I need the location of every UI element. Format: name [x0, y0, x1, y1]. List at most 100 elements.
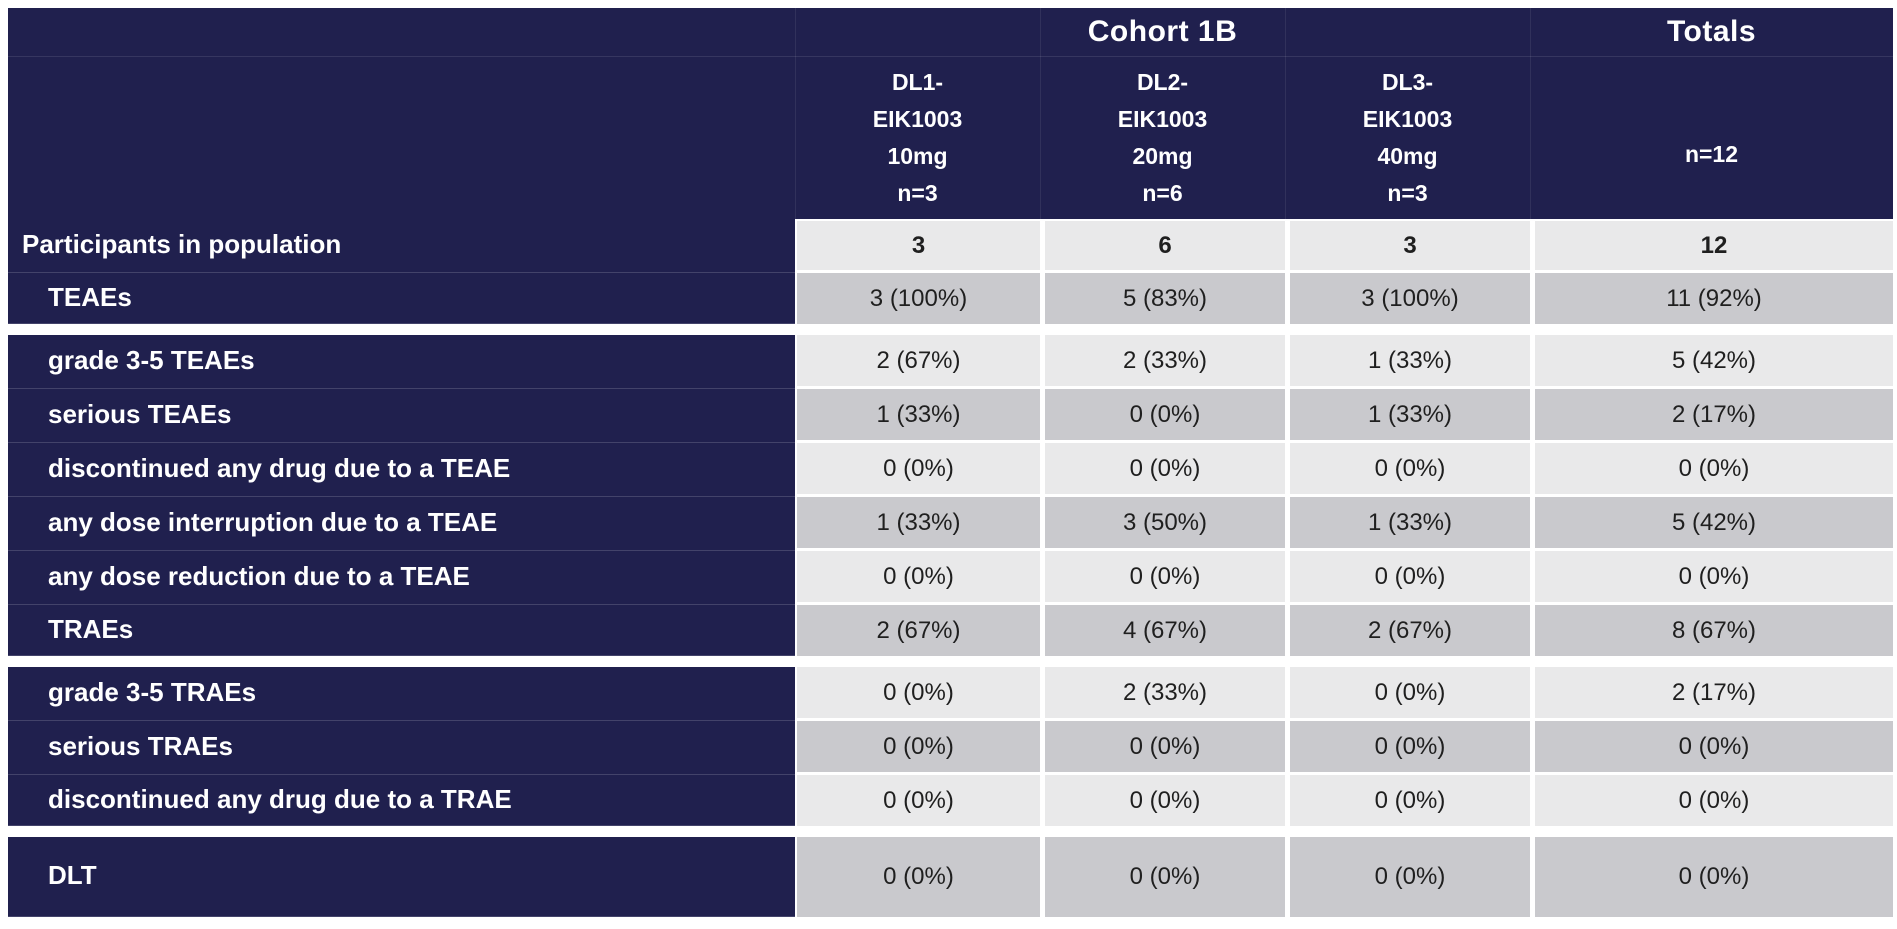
data-cell: 3 (100%)	[1290, 273, 1530, 324]
cell-wrapper: 0 (0%)	[1530, 551, 1893, 605]
table-row: any dose reduction due to a TEAE 0 (0%) 0 …	[8, 551, 1893, 605]
data-cell: 8 (67%)	[1535, 605, 1893, 656]
cell-wrapper: 0 (0%)	[795, 551, 1040, 605]
data-cell: 1 (33%)	[1290, 497, 1530, 548]
cell-wrapper: 5 (42%)	[1530, 497, 1893, 551]
column-header-line: EIK1003	[872, 105, 963, 132]
cell-wrapper: 0 (0%)	[1040, 837, 1285, 917]
data-cell: 2 (67%)	[1290, 605, 1530, 656]
header-column-divider	[1285, 8, 1286, 219]
cell-wrapper: 0 (0%)	[1040, 551, 1285, 605]
data-cell: 0 (0%)	[1045, 551, 1285, 602]
section-separator	[8, 826, 1893, 837]
cell-wrapper: 0 (0%)	[1285, 667, 1530, 721]
column-header-dl3-eik1003-40mg: DL3- EIK1003 40mg n=3	[1285, 57, 1530, 218]
data-cell: 6	[1045, 221, 1285, 270]
cell-wrapper: 4 (67%)	[1040, 605, 1285, 656]
cell-wrapper: 0 (0%)	[1530, 721, 1893, 775]
data-cell: 3 (50%)	[1045, 497, 1285, 548]
data-cell: 0 (0%)	[1290, 443, 1530, 494]
data-cell: 11 (92%)	[1535, 273, 1893, 324]
table-row: TEAEs 3 (100%) 5 (83%) 3 (100%) 11 (92%)	[8, 273, 1893, 324]
cell-wrapper: 0 (0%)	[1285, 721, 1530, 775]
data-cell: 0 (0%)	[1045, 721, 1285, 772]
data-cell: 5 (42%)	[1535, 335, 1893, 386]
cell-wrapper: 0 (0%)	[795, 667, 1040, 721]
column-header-totals: n=12	[1530, 57, 1893, 218]
row-label: grade 3-5 TRAEs	[8, 667, 795, 721]
section-separator	[8, 324, 1893, 335]
header-column-divider	[795, 8, 796, 219]
cell-wrapper: 3 (50%)	[1040, 497, 1285, 551]
column-header-line: 20mg	[1132, 142, 1193, 169]
header-group-row: Cohort 1B Totals	[8, 8, 1893, 57]
data-cell: 0 (0%)	[797, 837, 1040, 917]
cell-wrapper: 2 (17%)	[1530, 667, 1893, 721]
cell-wrapper: 12	[1530, 219, 1893, 273]
row-label: any dose reduction due to a TEAE	[8, 551, 795, 605]
data-cell: 0 (0%)	[1290, 721, 1530, 772]
column-header-line: n=3	[1387, 179, 1428, 206]
row-label: Participants in population	[8, 219, 795, 273]
header-totals: Totals	[1666, 15, 1757, 48]
cell-wrapper: 6	[1040, 219, 1285, 273]
data-cell: 0 (0%)	[1535, 443, 1893, 494]
cell-wrapper: 0 (0%)	[1530, 837, 1893, 917]
data-cell: 0 (0%)	[797, 667, 1040, 718]
row-label: discontinued any drug due to a TEAE	[8, 443, 795, 497]
column-header-line: DL3-	[1381, 68, 1434, 95]
column-header-line: DL1-	[891, 68, 944, 95]
column-header-line: DL2-	[1136, 68, 1189, 95]
cell-wrapper: 0 (0%)	[1040, 721, 1285, 775]
data-cell: 2 (67%)	[797, 605, 1040, 656]
cell-wrapper: 5 (83%)	[1040, 273, 1285, 324]
data-cell: 1 (33%)	[797, 497, 1040, 548]
header-column-divider	[1530, 8, 1531, 219]
column-header-line: 10mg	[887, 142, 948, 169]
data-cell: 2 (17%)	[1535, 667, 1893, 718]
column-header-line: n=3	[897, 179, 938, 206]
data-cell: 4 (67%)	[1045, 605, 1285, 656]
cell-wrapper: 3	[795, 219, 1040, 273]
data-cell: 0 (0%)	[1535, 551, 1893, 602]
cell-wrapper: 0 (0%)	[1285, 837, 1530, 917]
data-cell: 3 (100%)	[797, 273, 1040, 324]
row-label: grade 3-5 TEAEs	[8, 335, 795, 389]
column-header-line: 40mg	[1377, 142, 1438, 169]
data-cell: 0 (0%)	[1290, 551, 1530, 602]
row-label: serious TEAEs	[8, 389, 795, 443]
cell-wrapper: 11 (92%)	[1530, 273, 1893, 324]
cell-wrapper: 2 (67%)	[795, 605, 1040, 656]
cell-wrapper: 0 (0%)	[795, 775, 1040, 826]
safety-table: Cohort 1B Totals DL1- EIK1003 10mg n=3 DL2- E…	[8, 8, 1893, 917]
cell-wrapper: 1 (33%)	[1285, 389, 1530, 443]
cell-wrapper: 0 (0%)	[1040, 443, 1285, 497]
data-cell: 1 (33%)	[1290, 389, 1530, 440]
cell-wrapper: 0 (0%)	[795, 837, 1040, 917]
cell-wrapper: 0 (0%)	[1040, 389, 1285, 443]
column-header-line: EIK1003	[1117, 105, 1208, 132]
header-columns-row: DL1- EIK1003 10mg n=3 DL2- EIK1003 20mg n=6 DL3-…	[8, 57, 1893, 218]
cell-wrapper: 2 (33%)	[1040, 335, 1285, 389]
column-header-dl2-eik1003-20mg: DL2- EIK1003 20mg n=6	[1040, 57, 1285, 218]
cell-wrapper: 1 (33%)	[1285, 497, 1530, 551]
cell-wrapper: 2 (67%)	[795, 335, 1040, 389]
table-row: discontinued any drug due to a TRAE 0 (0%…	[8, 775, 1893, 826]
data-cell: 0 (0%)	[1290, 775, 1530, 826]
cell-wrapper: 0 (0%)	[1040, 775, 1285, 826]
data-cell: 2 (33%)	[1045, 335, 1285, 386]
column-header-line: n=6	[1142, 179, 1183, 206]
cell-wrapper: 3 (100%)	[795, 273, 1040, 324]
data-cell: 0 (0%)	[1535, 775, 1893, 826]
data-cell: 0 (0%)	[797, 443, 1040, 494]
row-label: serious TRAEs	[8, 721, 795, 775]
cell-wrapper: 0 (0%)	[795, 443, 1040, 497]
table-row: grade 3-5 TRAEs 0 (0%) 2 (33%) 0 (0%) 2 (17%…	[8, 667, 1893, 721]
data-cell: 0 (0%)	[1045, 389, 1285, 440]
section-separator	[8, 656, 1893, 667]
data-cell: 0 (0%)	[1535, 721, 1893, 772]
row-label: TEAEs	[8, 273, 795, 324]
column-header-line: n=12	[1684, 141, 1739, 167]
cell-wrapper: 3 (100%)	[1285, 273, 1530, 324]
table-row: TRAEs 2 (67%) 4 (67%) 2 (67%) 8 (67%)	[8, 605, 1893, 656]
